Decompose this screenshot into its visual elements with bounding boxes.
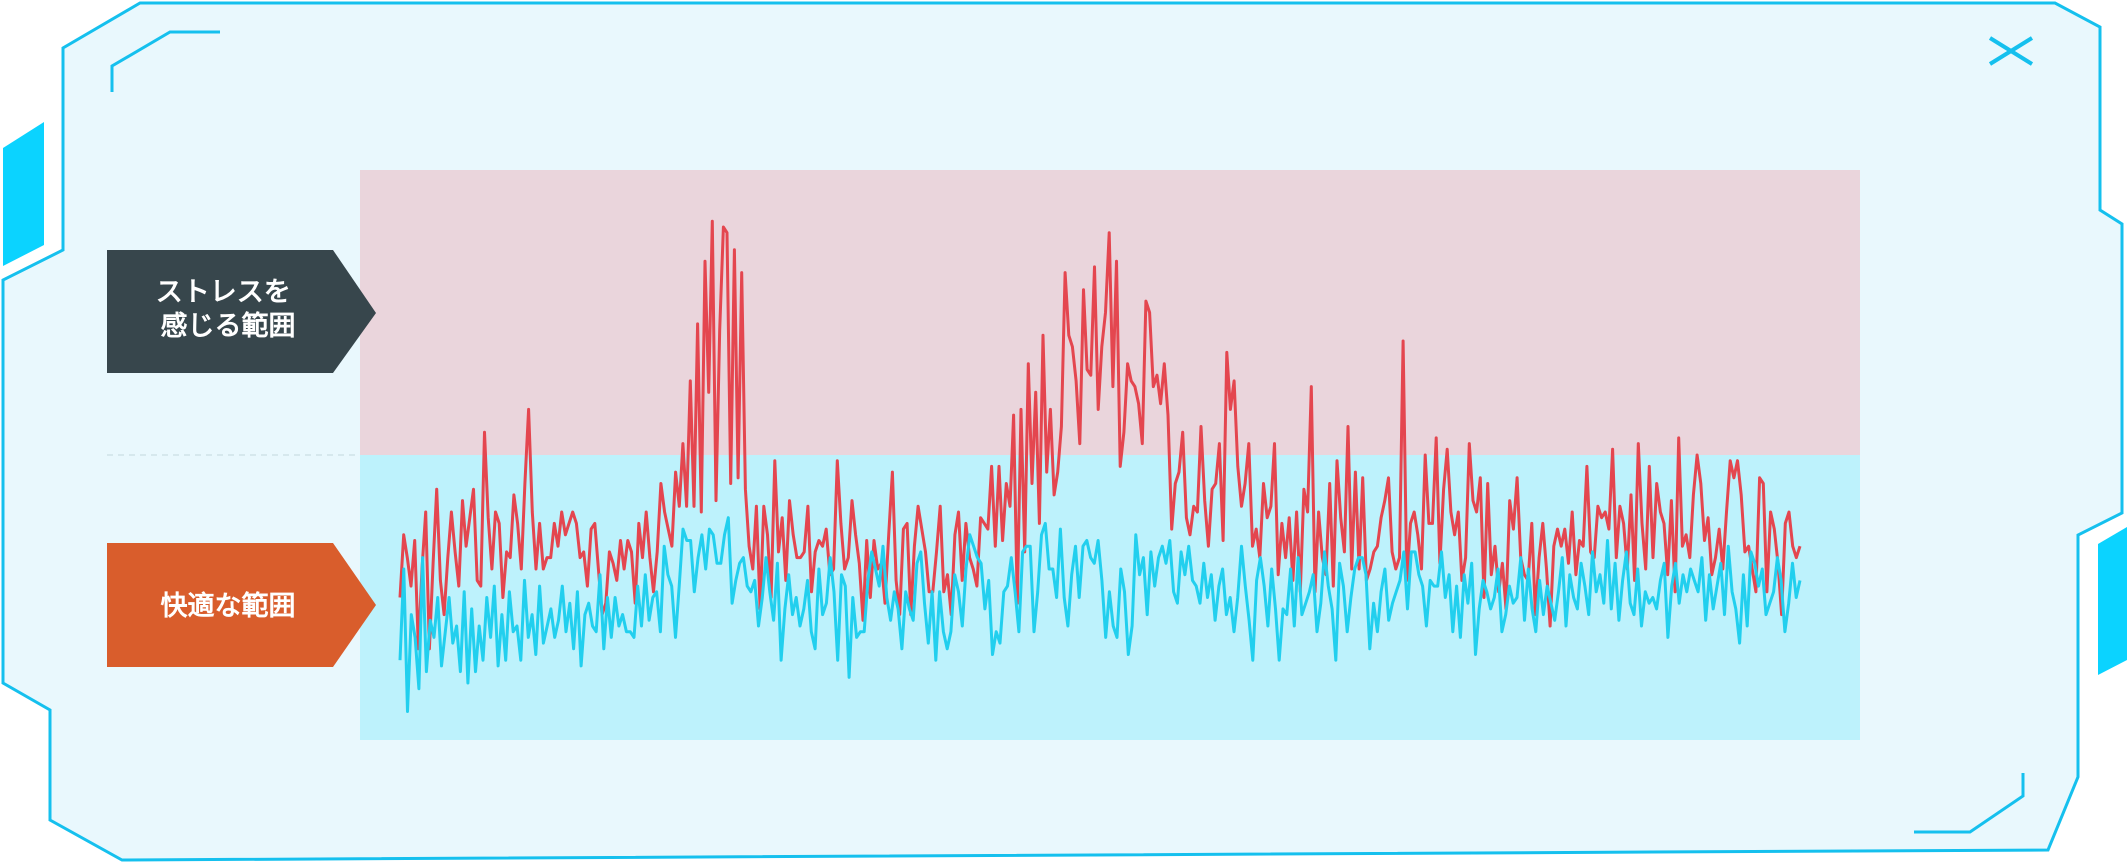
corner-bracket-bottom-right [1914,773,2025,834]
left-accent-bar [3,122,44,266]
comfort-range-label: 快適な範囲 [107,543,376,667]
stress-range-text-line-2: 感じる範囲 [161,310,296,342]
series-line-2 [398,516,1802,713]
stress-range-tag [107,250,376,373]
comfort-range-tag [107,543,376,667]
corner-bracket-top-left [110,30,220,92]
series-line-1 [398,219,1802,651]
x-icon[interactable] [1982,32,2042,72]
band-layer [360,170,1860,740]
stress-range-text: ストレスを 感じる範囲 [156,277,300,342]
stress-range-text-line-1: ストレスを [156,277,291,308]
comfort-range-text: 快適な範囲 [161,590,296,622]
right-accent-bar [2098,527,2127,675]
stress-range-label: ストレスを 感じる範囲 [107,250,376,373]
series-layer [398,219,1802,713]
